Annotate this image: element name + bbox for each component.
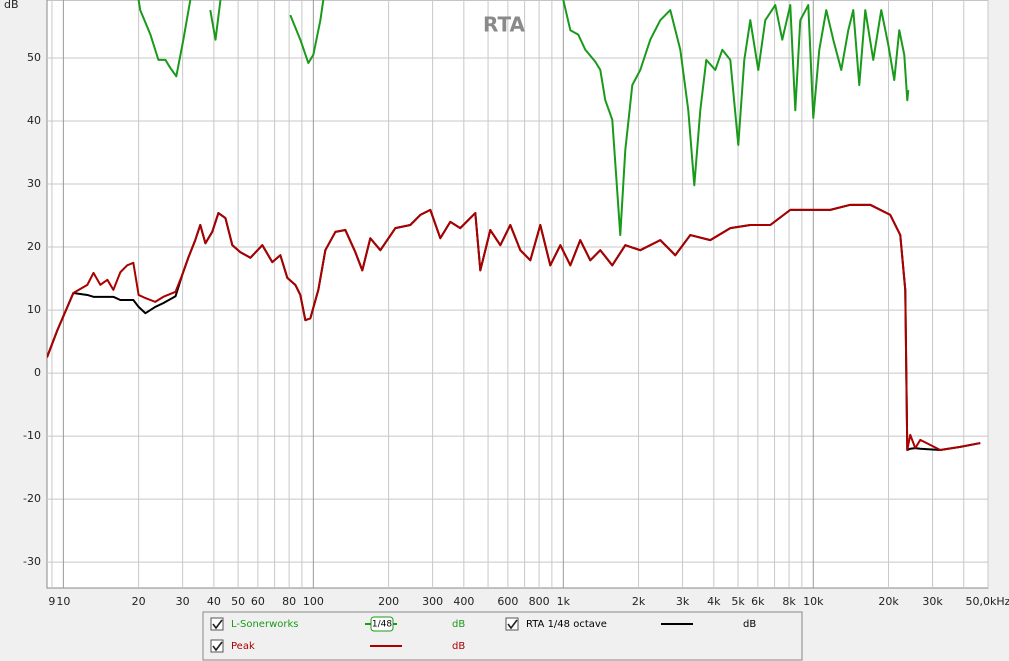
y-tick-label: -30 bbox=[23, 555, 41, 568]
x-tick-label: 20 bbox=[132, 595, 146, 608]
x-tick-label: 200 bbox=[378, 595, 399, 608]
legend-label: RTA 1/48 octave bbox=[526, 619, 607, 630]
y-tick-label: 50 bbox=[27, 51, 41, 64]
chart-title: RTA bbox=[483, 13, 526, 37]
x-tick-label: 600 bbox=[497, 595, 518, 608]
x-tick-label: 4k bbox=[707, 595, 721, 608]
x-tick-label: 800 bbox=[529, 595, 550, 608]
x-tick-label: 30k bbox=[922, 595, 943, 608]
grid bbox=[47, 0, 989, 588]
y-tick-label: -10 bbox=[23, 429, 41, 442]
legend bbox=[202, 611, 803, 661]
x-tick-label: 2k bbox=[632, 595, 646, 608]
series-line bbox=[47, 203, 981, 451]
checkbox-tick bbox=[212, 641, 223, 652]
checkbox-box bbox=[505, 617, 519, 631]
x-tick-label: 8k bbox=[782, 595, 796, 608]
y-axis-label: dB bbox=[4, 0, 19, 11]
x-tick-label: 9 bbox=[48, 595, 55, 608]
x-tick-label: 10 bbox=[56, 595, 70, 608]
checkbox-box bbox=[210, 639, 224, 653]
checkbox-tick bbox=[212, 619, 223, 630]
y-tick-label: 0 bbox=[34, 366, 41, 379]
smoothing-badge bbox=[370, 616, 394, 632]
x-tick-label: 400 bbox=[453, 595, 474, 608]
x-tick-label: 50,0kHz bbox=[966, 595, 1009, 608]
x-tick-label: 6k bbox=[751, 595, 765, 608]
y-tick-label: 30 bbox=[27, 177, 41, 190]
plot-area bbox=[46, 0, 989, 589]
smoothing-label: 1/48 bbox=[372, 620, 392, 630]
x-tick-label: 30 bbox=[176, 595, 190, 608]
y-tick-label: -20 bbox=[23, 492, 41, 505]
x-tick-label: 60 bbox=[251, 595, 265, 608]
y-tick-label: 20 bbox=[27, 240, 41, 253]
x-tick-label: 40 bbox=[207, 595, 221, 608]
x-tick-label: 100 bbox=[303, 595, 324, 608]
x-tick-label: 3k bbox=[676, 595, 690, 608]
plot-layer bbox=[47, 0, 981, 451]
x-tick-label: 5k bbox=[731, 595, 745, 608]
legend-checkbox[interactable] bbox=[505, 617, 519, 631]
checkbox-tick bbox=[507, 619, 518, 630]
legend-checkbox[interactable] bbox=[210, 639, 224, 653]
x-tick-label: 10k bbox=[803, 595, 824, 608]
x-tick-label: 1k bbox=[557, 595, 571, 608]
x-tick-label: 20k bbox=[878, 595, 899, 608]
x-tick-label: 80 bbox=[282, 595, 296, 608]
legend-label: Peak bbox=[231, 641, 255, 652]
series-line bbox=[137, 0, 910, 237]
legend-unit: dB bbox=[452, 641, 465, 652]
legend-unit: dB bbox=[452, 619, 465, 630]
x-tick-label: 50 bbox=[231, 595, 245, 608]
legend-label: L-Sonerworks bbox=[231, 619, 298, 630]
legend-unit: dB bbox=[743, 619, 756, 630]
legend-checkbox[interactable] bbox=[210, 617, 224, 631]
x-tick-label: 300 bbox=[422, 595, 443, 608]
checkbox-box bbox=[210, 617, 224, 631]
y-tick-label: 40 bbox=[27, 114, 41, 127]
y-tick-label: 10 bbox=[27, 303, 41, 316]
